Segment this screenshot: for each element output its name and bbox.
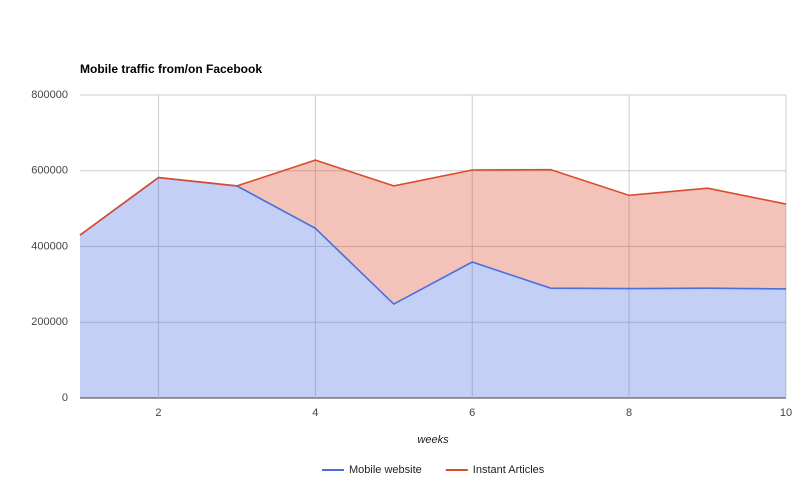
x-tick-label: 6 — [469, 407, 475, 419]
legend-label: Instant Articles — [473, 464, 545, 476]
chart-title: Mobile traffic from/on Facebook — [80, 62, 262, 76]
x-tick-label: 4 — [312, 407, 318, 419]
x-tick-label: 10 — [780, 407, 792, 419]
x-tick-label: 2 — [155, 407, 161, 419]
y-tick-label: 0 — [62, 392, 68, 404]
legend-label: Mobile website — [349, 464, 422, 476]
y-tick-label: 200000 — [31, 316, 68, 328]
x-tick-label: 8 — [626, 407, 632, 419]
y-tick-label: 400000 — [31, 240, 68, 252]
y-tick-label: 800000 — [31, 89, 68, 101]
x-axis-label: weeks — [417, 434, 449, 446]
y-tick-label: 600000 — [31, 165, 68, 177]
grid — [80, 94, 787, 399]
area — [80, 177, 786, 398]
line — [79, 159, 787, 236]
